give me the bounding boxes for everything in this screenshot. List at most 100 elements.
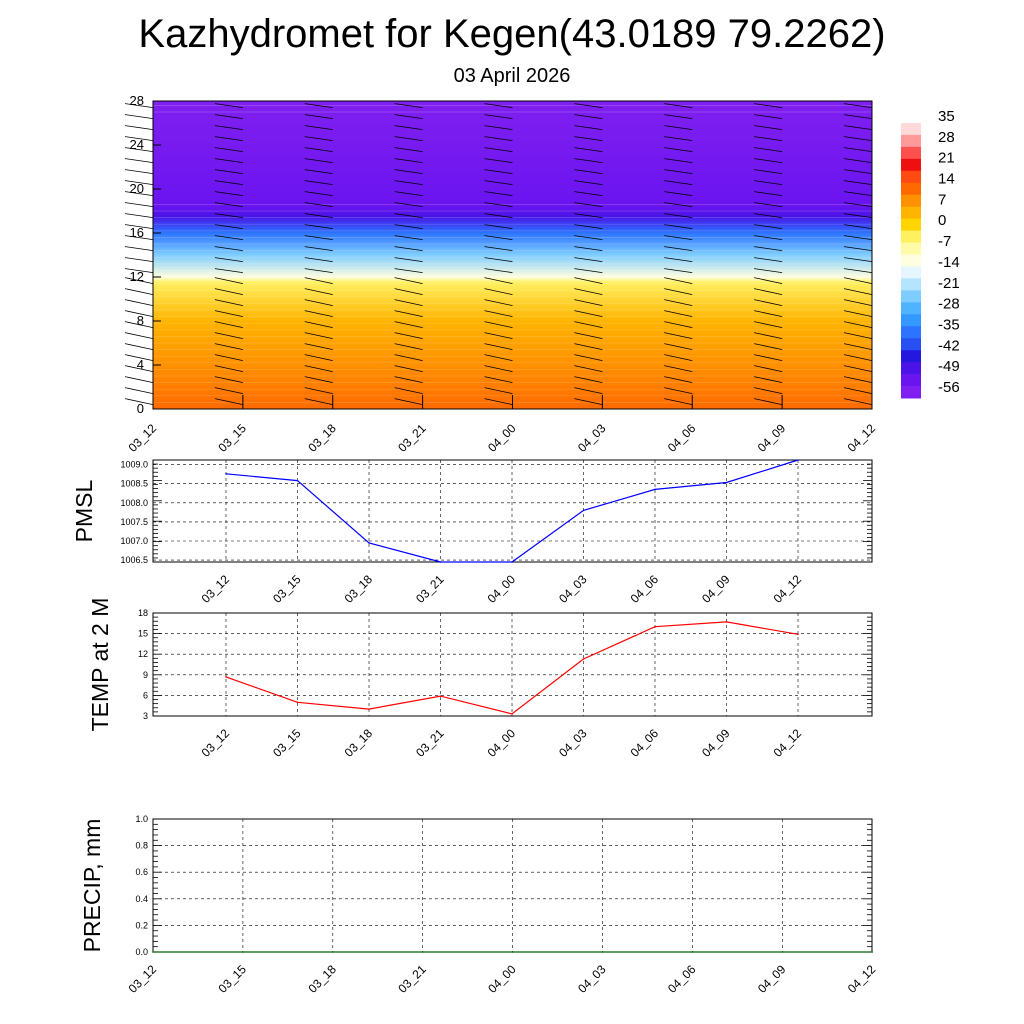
wind-barb bbox=[484, 288, 513, 295]
wind-barb bbox=[843, 213, 873, 218]
wind-barb bbox=[214, 114, 243, 119]
wind-barb bbox=[304, 277, 333, 284]
wind-barb bbox=[843, 321, 873, 328]
y-tick-label: 16 bbox=[130, 225, 144, 240]
wind-barb bbox=[754, 343, 783, 350]
wind-barb bbox=[214, 125, 243, 130]
x-tick-label: 03_18 bbox=[342, 726, 376, 760]
wind-barb bbox=[394, 147, 423, 152]
data-point bbox=[601, 951, 604, 953]
wind-barb bbox=[394, 224, 423, 229]
wind-barb bbox=[214, 136, 243, 141]
wind-barb bbox=[394, 299, 423, 306]
wind-barb bbox=[124, 158, 154, 163]
wind-barb bbox=[843, 202, 873, 207]
colorbar-swatch bbox=[901, 111, 921, 124]
wind-barb bbox=[484, 125, 513, 130]
data-point bbox=[296, 479, 299, 482]
wind-barb bbox=[664, 398, 693, 405]
wind-barb bbox=[124, 114, 154, 119]
wind-barb bbox=[214, 354, 243, 361]
data-point bbox=[511, 561, 513, 563]
wind-barb bbox=[754, 224, 783, 229]
wind-barb bbox=[214, 321, 243, 328]
y-tick-label: 1007.0 bbox=[120, 536, 148, 546]
colorbar: 35 28 21 14 7 0 -7 -14 -21 -28 -35 -42 -49 -56 bbox=[901, 108, 960, 399]
wind-barb bbox=[484, 321, 513, 328]
wind-barb bbox=[664, 158, 693, 163]
wind-barb bbox=[214, 202, 243, 207]
plot-frame bbox=[152, 612, 873, 717]
wind-barb bbox=[394, 114, 423, 119]
y-tick-label: 0.8 bbox=[135, 841, 148, 851]
data-point bbox=[691, 951, 694, 953]
wind-barb bbox=[754, 321, 783, 328]
wind-barb bbox=[664, 180, 693, 185]
y-tick-label: 15 bbox=[138, 629, 148, 639]
wind-barb bbox=[304, 268, 333, 273]
wind-barb bbox=[664, 299, 693, 306]
pmsl-panel: 1006.5 1007.0 1007.5 1008.0 1008.5 1009.0 03_1… bbox=[71, 459, 873, 606]
wind-barb bbox=[754, 387, 783, 394]
data-point bbox=[797, 459, 799, 461]
wind-barb bbox=[574, 299, 603, 306]
y-tick-label: 1008.5 bbox=[120, 479, 148, 489]
wind-barb bbox=[843, 147, 873, 152]
colorbar-swatch bbox=[901, 146, 921, 160]
wind-barb bbox=[664, 332, 693, 339]
wind-barb bbox=[394, 202, 423, 207]
wind-barb bbox=[754, 158, 783, 163]
wind-barb bbox=[574, 158, 603, 163]
colorbar-swatch bbox=[901, 374, 921, 387]
wind-barb bbox=[484, 235, 513, 240]
wind-barb bbox=[484, 147, 513, 152]
wind-barb bbox=[124, 277, 154, 284]
wind-barb bbox=[664, 147, 693, 152]
y-tick-label: 1006.5 bbox=[120, 555, 148, 565]
wind-barb bbox=[214, 387, 243, 394]
wind-barb bbox=[754, 136, 783, 141]
data-point bbox=[439, 695, 442, 697]
wind-barb bbox=[754, 354, 783, 361]
wind-barb bbox=[304, 398, 333, 405]
wind-barb bbox=[214, 310, 243, 317]
data-point bbox=[152, 951, 154, 953]
wind-barb bbox=[664, 288, 693, 295]
wind-barb bbox=[664, 103, 693, 108]
wind-barb bbox=[304, 202, 333, 207]
wind-barb bbox=[214, 235, 243, 240]
colorbar-label: -42 bbox=[938, 337, 960, 354]
colorbar-label: -35 bbox=[938, 316, 960, 333]
data-point bbox=[871, 951, 873, 953]
wind-barb bbox=[394, 387, 423, 394]
wind-barb bbox=[843, 376, 873, 383]
data-point bbox=[725, 621, 728, 623]
colorbar-swatch bbox=[901, 158, 921, 172]
wind-barb bbox=[394, 125, 423, 130]
colorbar-label: -14 bbox=[938, 254, 960, 271]
colorbar-label: 0 bbox=[938, 212, 946, 229]
wind-barb bbox=[484, 387, 513, 394]
wind-barb bbox=[214, 180, 243, 185]
data-point bbox=[225, 472, 227, 475]
wind-barb bbox=[394, 268, 423, 273]
data-point bbox=[421, 951, 424, 953]
y-tick-label: 1.0 bbox=[135, 814, 148, 824]
x-tick-label: 04_03 bbox=[575, 421, 609, 455]
wind-barb bbox=[574, 321, 603, 328]
wind-barb bbox=[664, 343, 693, 350]
y-tick-label: 24 bbox=[130, 137, 144, 152]
colorbar-swatch bbox=[901, 206, 921, 220]
wind-barb bbox=[304, 224, 333, 229]
wind-barb bbox=[843, 365, 873, 372]
wind-barb bbox=[484, 343, 513, 350]
wind-barb bbox=[124, 191, 154, 196]
x-tick-label: 03_18 bbox=[342, 572, 376, 606]
wind-barb bbox=[754, 398, 783, 405]
wind-barb bbox=[484, 365, 513, 372]
x-tick-label: 04_09 bbox=[699, 726, 733, 760]
wind-barb bbox=[124, 354, 154, 361]
y-tick-label: 0.4 bbox=[135, 894, 148, 904]
colorbar-swatch bbox=[901, 302, 921, 315]
